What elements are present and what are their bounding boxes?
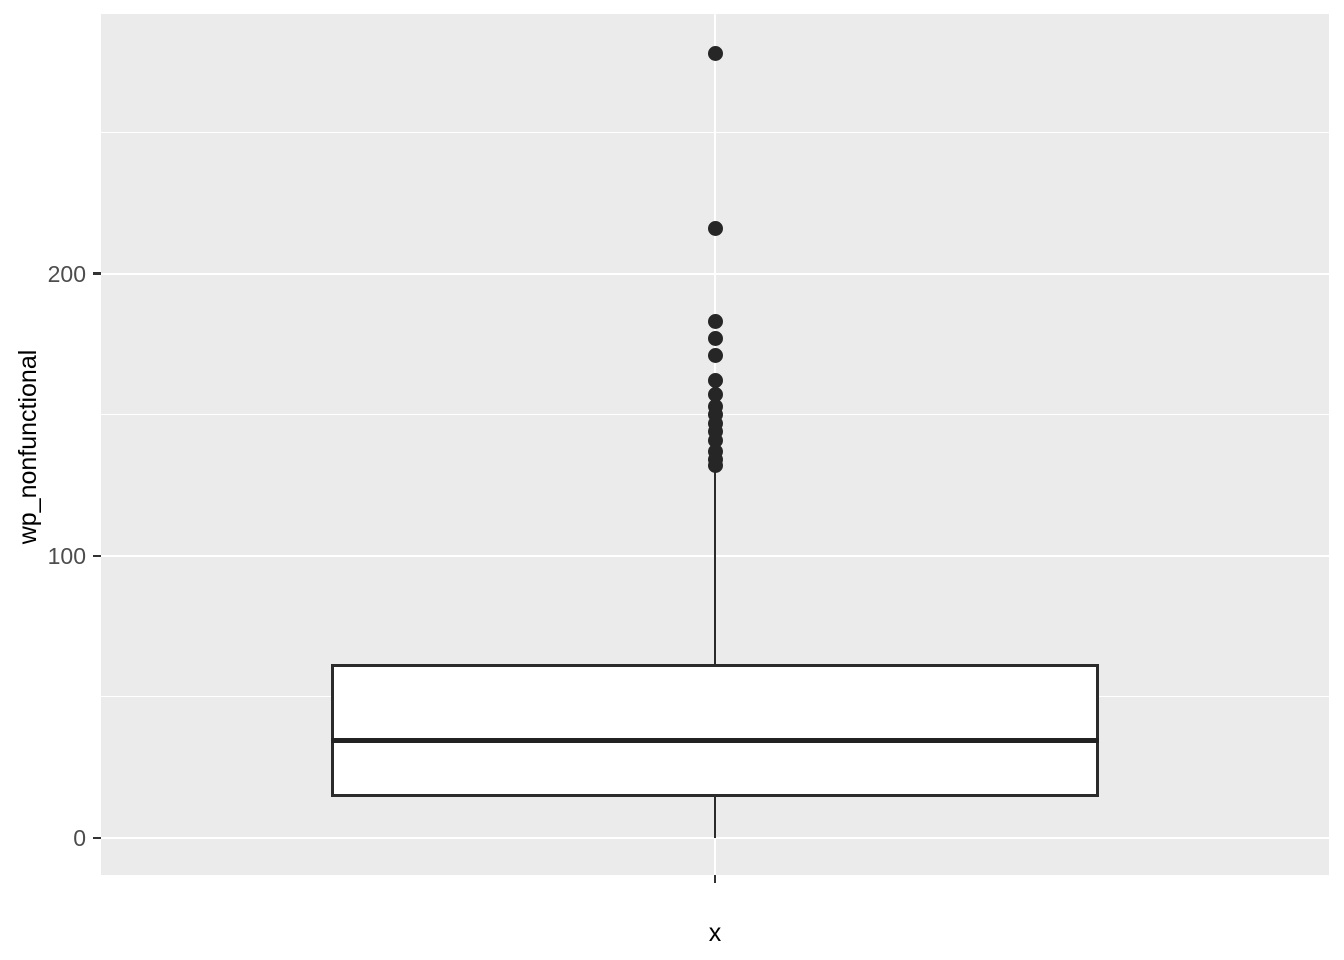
outlier-point — [707, 373, 723, 389]
box — [331, 664, 1099, 798]
outlier-point — [707, 220, 723, 236]
y-tick-label: 100 — [47, 542, 86, 569]
y-tick-mark — [93, 272, 101, 275]
y-tick-mark — [93, 836, 101, 840]
outlier-point — [707, 458, 723, 474]
lower-whisker — [713, 797, 717, 839]
x-axis-title: x — [708, 919, 722, 947]
outlier-point — [707, 387, 723, 403]
x-tick-mark — [713, 875, 717, 883]
outlier-point — [707, 347, 723, 363]
outlier-point — [707, 331, 723, 347]
y-axis-title: wp_nonfunctional — [14, 349, 42, 545]
y-tick-mark — [93, 554, 101, 558]
y-tick-label: 200 — [47, 260, 86, 287]
y-tick-label: 0 — [73, 825, 86, 852]
upper-whisker — [713, 468, 717, 665]
outlier-point — [707, 432, 723, 448]
median-line — [331, 738, 1099, 744]
outlier-point — [707, 314, 723, 330]
plot-panel — [101, 14, 1329, 875]
outlier-point — [707, 46, 723, 61]
